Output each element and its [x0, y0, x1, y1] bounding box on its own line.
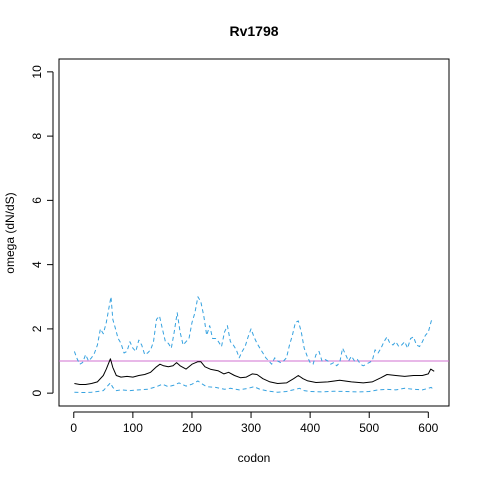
- series-line-lower: [74, 380, 435, 393]
- x-tick-label: 200: [182, 421, 202, 435]
- chart-title: Rv1798: [229, 23, 278, 39]
- x-tick-label: 100: [123, 421, 143, 435]
- plot-area: 0 100 200 300 400 500 600 0 2 4 6 8 10: [30, 58, 450, 435]
- x-tick-label: 500: [359, 421, 379, 435]
- plot-frame: [58, 58, 450, 407]
- y-tick-label: 8: [30, 132, 44, 139]
- y-tick-label: 2: [30, 325, 44, 332]
- x-tick-label: 0: [70, 421, 77, 435]
- x-tick-label: 300: [241, 421, 261, 435]
- x-tick-label: 400: [300, 421, 320, 435]
- x-tick-label: 600: [418, 421, 438, 435]
- y-tick-label: 6: [30, 197, 44, 204]
- y-tick-label: 4: [30, 261, 44, 268]
- x-axis-label: codon: [238, 451, 271, 465]
- y-tick-label: 10: [30, 65, 44, 79]
- y-tick-label: 0: [30, 389, 44, 396]
- y-axis-label: omega (dN/dS): [3, 192, 17, 273]
- series-line-estimate: [74, 358, 435, 385]
- series-line-upper: [73, 296, 435, 367]
